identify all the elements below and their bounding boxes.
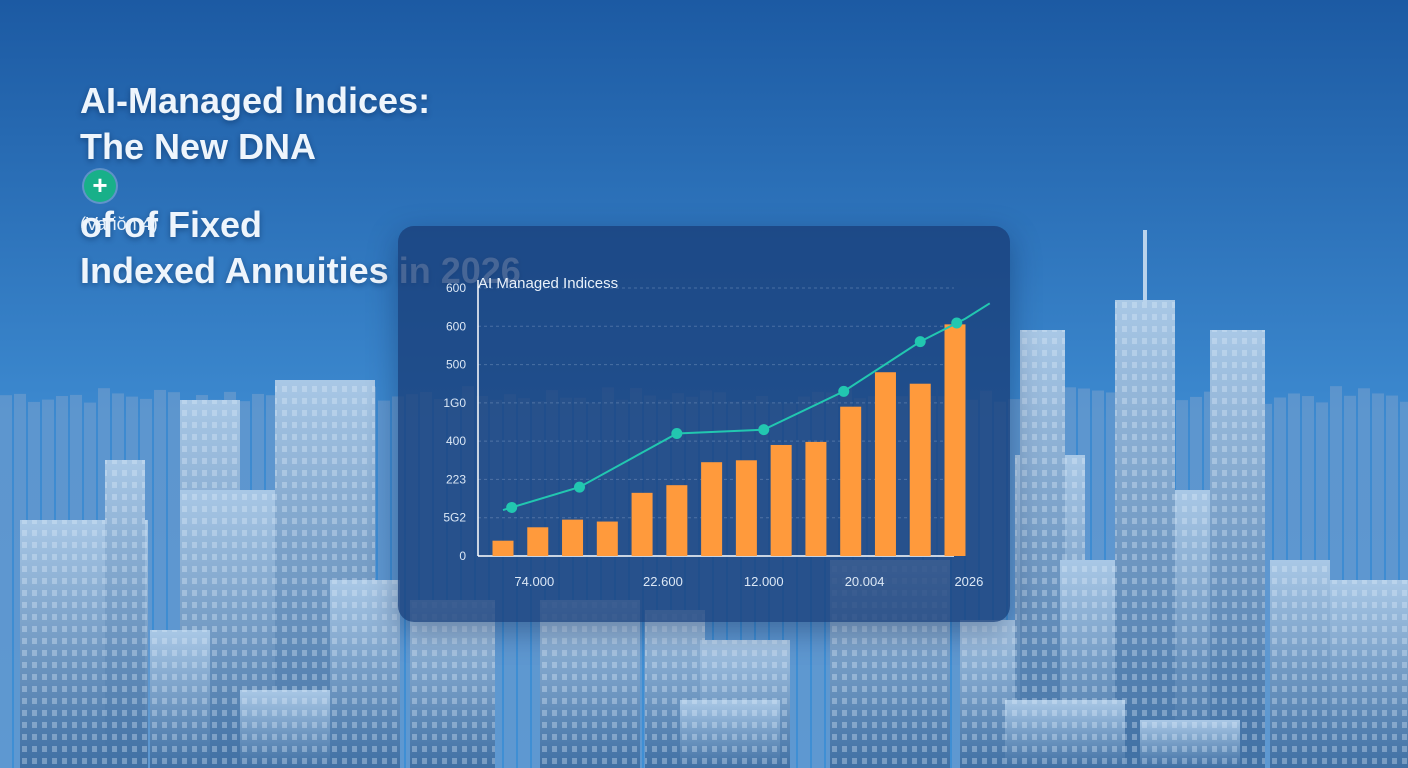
building-windows <box>105 460 145 768</box>
tower-spire <box>1143 230 1147 302</box>
distant-building <box>0 395 12 768</box>
version-label: (Variŏn 4) <box>80 214 158 234</box>
bar <box>770 444 792 556</box>
building-windows <box>1020 330 1065 768</box>
bar <box>562 519 584 556</box>
x-tick-label: 12.000 <box>744 574 784 589</box>
headline-line-2a: The New DNA <box>80 126 317 167</box>
trend-marker <box>838 385 850 397</box>
bar <box>631 492 653 556</box>
bar <box>805 441 827 556</box>
x-tick-label: 74.000 <box>514 574 554 589</box>
headline-line-2b: of of Fixed <box>80 204 262 245</box>
chart: AI Managed Indicess 0 5G2 223 400 1G0 500 600 60… <box>443 275 991 589</box>
trend-marker <box>671 427 683 439</box>
building-windows <box>1140 720 1240 768</box>
bar <box>701 462 723 556</box>
bar <box>735 460 757 556</box>
trend-marker <box>951 317 963 329</box>
y-tick-label: 500 <box>446 358 466 372</box>
x-tick-label: 22.600 <box>643 574 683 589</box>
bar <box>874 372 896 556</box>
building-windows <box>1210 330 1265 768</box>
building-windows <box>330 580 400 768</box>
bar <box>909 383 931 556</box>
bar <box>840 406 862 556</box>
x-tick-label: 2026 <box>954 574 983 589</box>
building-windows <box>1270 560 1330 768</box>
y-tick-label: 0 <box>459 549 466 563</box>
x-tick-label: 20.004 <box>845 574 885 589</box>
building-windows <box>1115 300 1175 768</box>
y-tick-label: 223 <box>446 472 466 486</box>
y-tick-label: 5G2 <box>443 511 466 525</box>
chart-panel: AI Managed Indicess 0 5G2 223 400 1G0 500 600 60… <box>398 226 1010 622</box>
bar <box>944 324 966 556</box>
building-windows <box>680 700 780 768</box>
headline-line-2: The New DNA + of of Fixed <box>80 124 521 248</box>
building-windows <box>240 690 330 768</box>
y-tick-label: 600 <box>446 281 466 295</box>
headline: AI-Managed Indices: The New DNA + of of F… <box>80 78 521 294</box>
y-tick-label: 1G0 <box>443 396 466 410</box>
headline-line-1: AI-Managed Indices: <box>80 80 431 121</box>
trend-marker <box>914 336 926 348</box>
bar <box>492 540 514 556</box>
building-windows <box>1005 700 1125 768</box>
bar <box>666 485 688 556</box>
bar <box>527 527 549 556</box>
building-windows <box>540 600 640 768</box>
building-windows <box>410 600 495 768</box>
dna-plus-icon: + <box>84 170 116 202</box>
chart-title: AI Managed Indicess <box>478 275 618 292</box>
trend-marker <box>573 481 585 493</box>
trend-marker <box>506 501 518 513</box>
bar <box>596 521 618 556</box>
building-windows <box>1330 580 1408 768</box>
y-tick-label: 600 <box>446 319 466 333</box>
y-tick-label: 400 <box>446 434 466 448</box>
building-windows <box>150 630 210 768</box>
trend-marker <box>758 424 770 436</box>
